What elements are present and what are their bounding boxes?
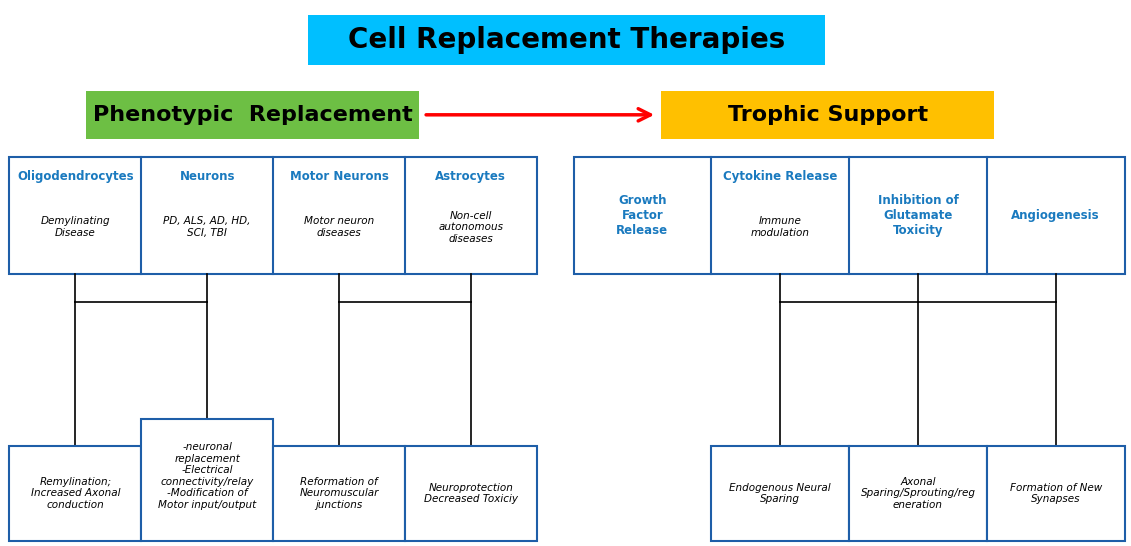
FancyBboxPatch shape	[141, 419, 273, 541]
Text: Astrocytes: Astrocytes	[435, 170, 507, 183]
Text: Demylinating
Disease: Demylinating Disease	[41, 216, 110, 238]
FancyBboxPatch shape	[9, 157, 537, 274]
FancyBboxPatch shape	[987, 446, 1124, 541]
Text: Immune
modulation: Immune modulation	[751, 216, 810, 238]
Text: Endogenous Neural
Sparing: Endogenous Neural Sparing	[729, 483, 831, 504]
Text: Phenotypic  Replacement: Phenotypic Replacement	[93, 105, 413, 125]
Text: Inhibition of
Glutamate
Toxicity: Inhibition of Glutamate Toxicity	[878, 194, 958, 237]
Text: Trophic Support: Trophic Support	[727, 105, 927, 125]
Text: PD, ALS, AD, HD,
SCI, TBI: PD, ALS, AD, HD, SCI, TBI	[164, 216, 251, 238]
Text: Neurons: Neurons	[180, 170, 235, 183]
Text: Motor Neurons: Motor Neurons	[290, 170, 388, 183]
Text: Remylination;
Increased Axonal
conduction: Remylination; Increased Axonal conductio…	[31, 477, 120, 510]
Text: Non-cell
autonomous
diseases: Non-cell autonomous diseases	[439, 211, 503, 244]
Text: Reformation of
Neuromuscular
junctions: Reformation of Neuromuscular junctions	[300, 477, 379, 510]
Text: Growth
Factor
Release: Growth Factor Release	[616, 194, 668, 237]
FancyBboxPatch shape	[573, 157, 1124, 274]
Text: Angiogenesis: Angiogenesis	[1011, 209, 1100, 222]
Text: Axonal
Sparing/Sprouting/reg
eneration: Axonal Sparing/Sprouting/reg eneration	[861, 477, 975, 510]
Text: Neuroprotection
Decreased Toxiciy: Neuroprotection Decreased Toxiciy	[424, 483, 518, 504]
FancyBboxPatch shape	[405, 446, 537, 541]
Text: Motor neuron
diseases: Motor neuron diseases	[304, 216, 374, 238]
Text: Cell Replacement Therapies: Cell Replacement Therapies	[348, 26, 785, 54]
Text: Cytokine Release: Cytokine Release	[723, 170, 837, 183]
FancyBboxPatch shape	[849, 446, 987, 541]
FancyBboxPatch shape	[711, 446, 849, 541]
FancyBboxPatch shape	[661, 91, 994, 139]
Text: -neuronal
replacement
-Electrical
connectivity/relay
-Modification of
Motor inpu: -neuronal replacement -Electrical connec…	[158, 442, 257, 510]
Text: Formation of New
Synapses: Formation of New Synapses	[1010, 483, 1102, 504]
FancyBboxPatch shape	[308, 15, 826, 65]
Text: Oligodendrocytes: Oligodendrocytes	[17, 170, 133, 183]
FancyBboxPatch shape	[9, 446, 141, 541]
FancyBboxPatch shape	[273, 446, 405, 541]
FancyBboxPatch shape	[86, 91, 420, 139]
